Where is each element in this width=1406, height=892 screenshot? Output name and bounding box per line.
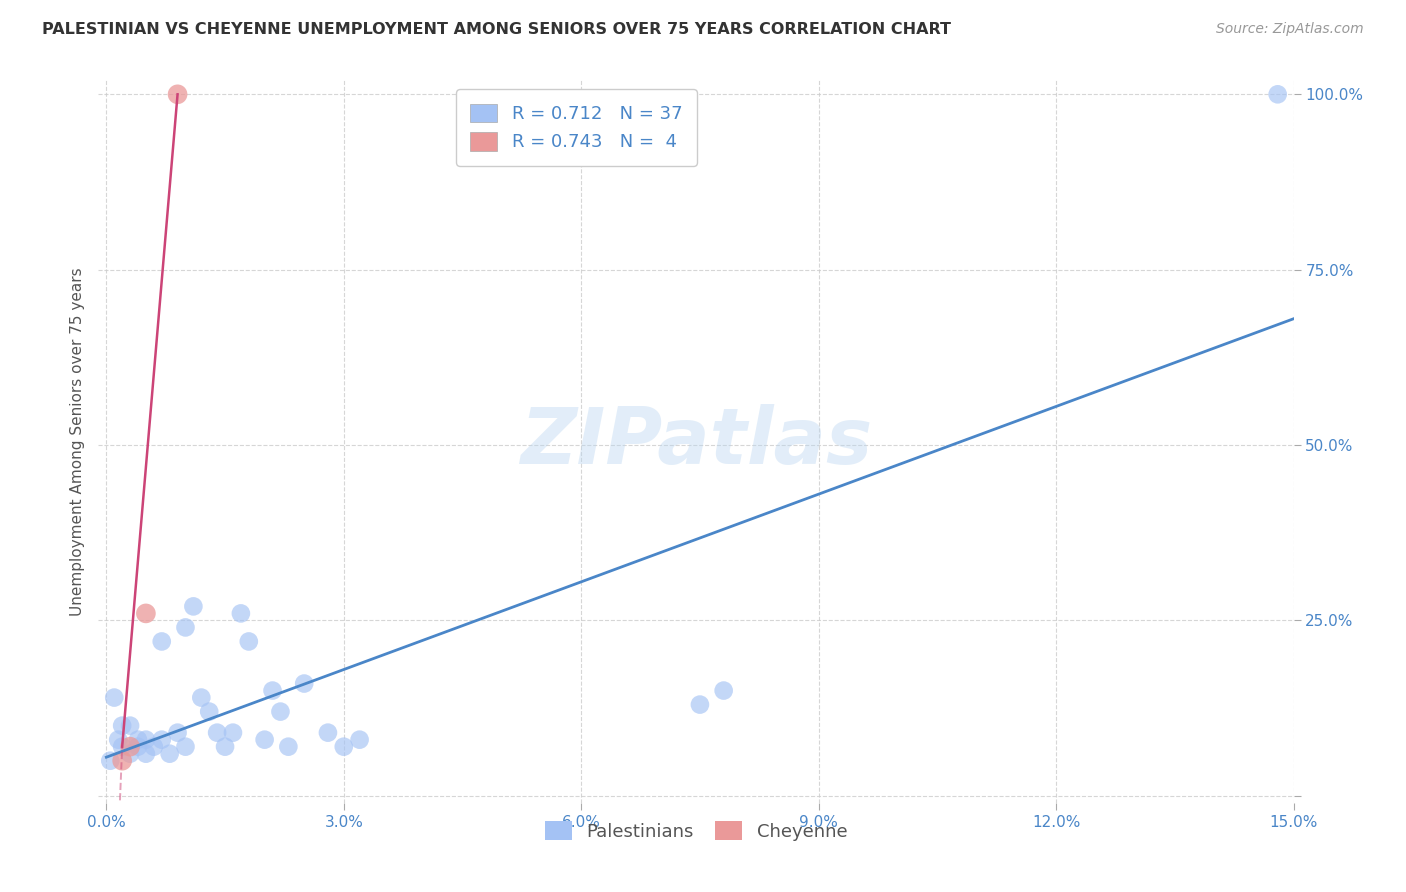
Point [689,698,711,712]
Point [127,732,149,747]
Point [214,739,236,754]
Point [253,732,276,747]
Point [292,676,315,690]
Point [174,620,197,634]
Text: Source: ZipAtlas.com: Source: ZipAtlas.com [1216,22,1364,37]
Point [111,739,134,754]
Point [713,683,735,698]
Point [1267,87,1289,102]
Point [111,754,134,768]
Point [190,690,212,705]
Point [127,739,149,754]
Point [150,732,173,747]
Point [316,725,339,739]
Point [349,732,371,747]
Point [142,739,165,754]
Text: PALESTINIAN VS CHEYENNE UNEMPLOYMENT AMONG SENIORS OVER 75 YEARS CORRELATION CHA: PALESTINIAN VS CHEYENNE UNEMPLOYMENT AMO… [42,22,952,37]
Point [111,718,134,732]
Point [238,634,260,648]
Point [262,683,284,698]
Point [120,718,142,732]
Point [135,607,157,621]
Point [205,725,228,739]
Point [120,739,142,754]
Point [183,599,205,614]
Y-axis label: Unemployment Among Seniors over 75 years: Unemployment Among Seniors over 75 years [69,268,84,615]
Point [159,747,181,761]
Point [135,732,157,747]
Point [269,705,291,719]
Point [135,747,157,761]
Point [174,739,197,754]
Legend: Palestinians, Cheyenne: Palestinians, Cheyenne [537,814,855,848]
Point [198,705,221,719]
Point [150,634,173,648]
Point [222,725,245,739]
Point [277,739,299,754]
Point [229,607,252,621]
Point [98,754,121,768]
Point [120,747,142,761]
Point [166,725,188,739]
Point [166,87,188,102]
Point [107,732,129,747]
Point [103,690,125,705]
Point [333,739,356,754]
Text: ZIPatlas: ZIPatlas [520,403,872,480]
